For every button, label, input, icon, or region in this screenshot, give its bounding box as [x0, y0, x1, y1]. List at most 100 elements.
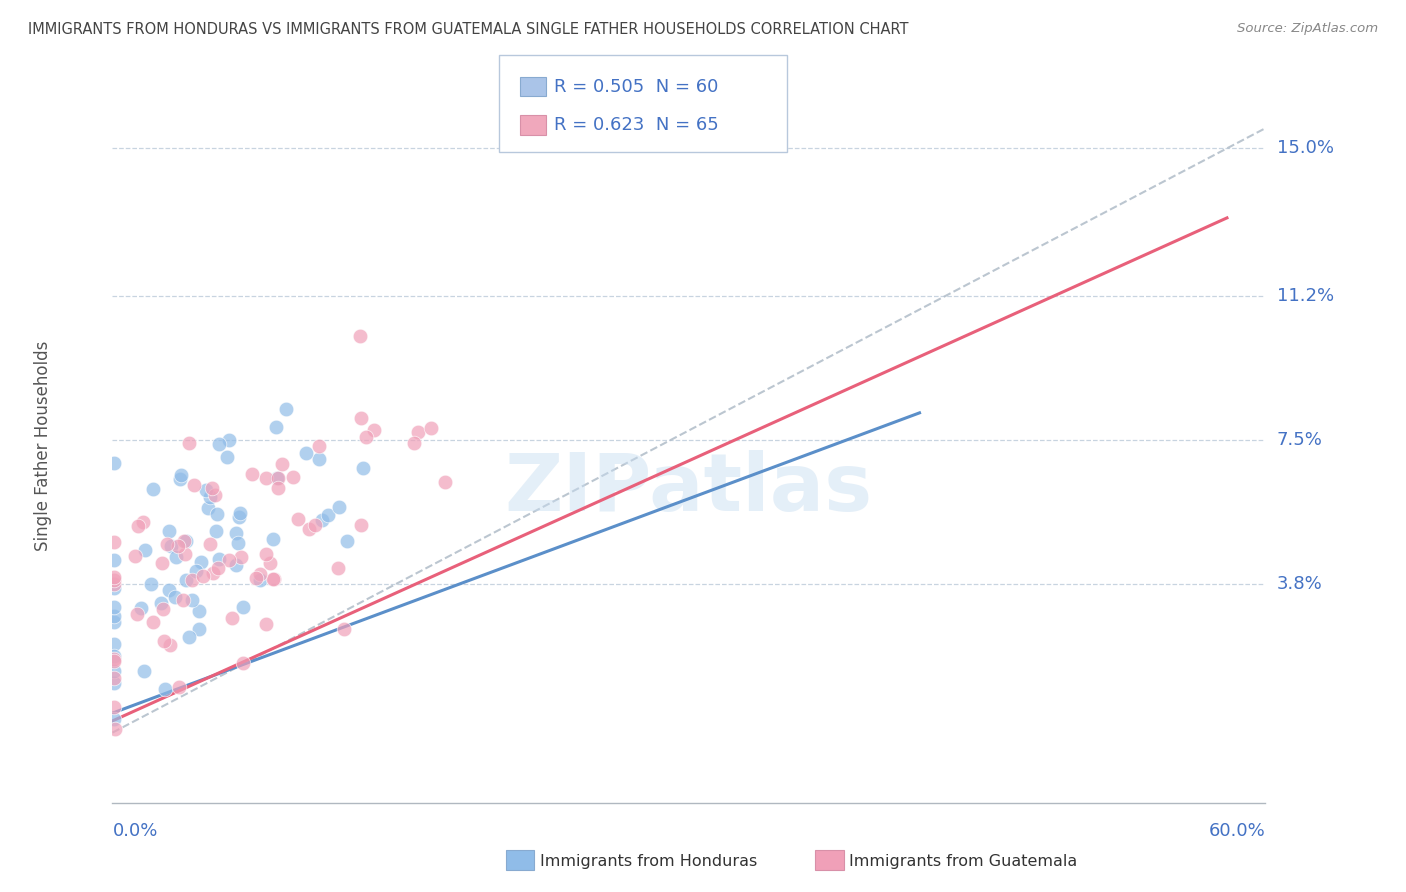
Point [127, 519, 149, 533]
Point [316, 508, 339, 523]
Point [103, 552, 125, 566]
Point [103, 570, 125, 584]
Point [274, 401, 297, 416]
Point [207, 561, 229, 575]
Text: 7.5%: 7.5% [1277, 431, 1323, 450]
Point [197, 501, 219, 516]
Point [103, 581, 125, 595]
Point [350, 411, 373, 425]
Point [132, 515, 155, 529]
Point [157, 524, 180, 539]
Point [259, 557, 281, 571]
Point [150, 557, 173, 571]
Point [103, 573, 125, 587]
Point [205, 524, 228, 538]
Point [200, 491, 222, 505]
Point [308, 452, 330, 467]
Point [149, 597, 172, 611]
Text: ZIPatlas: ZIPatlas [505, 450, 873, 528]
Point [103, 676, 125, 690]
Point [153, 634, 176, 648]
Point [132, 665, 155, 679]
Point [188, 604, 211, 618]
Point [159, 539, 181, 553]
Point [311, 512, 333, 526]
Point [349, 328, 371, 343]
Point [166, 540, 188, 554]
Point [165, 549, 187, 564]
Point [103, 456, 125, 470]
Point [174, 533, 197, 548]
Point [333, 622, 356, 636]
Point [103, 535, 125, 549]
Point [228, 510, 250, 524]
Point [245, 570, 267, 584]
Text: Source: ZipAtlas.com: Source: ZipAtlas.com [1237, 22, 1378, 36]
Point [141, 615, 163, 630]
Point [103, 671, 125, 685]
Point [231, 550, 253, 565]
Point [177, 436, 200, 450]
Point [181, 573, 204, 587]
Point [181, 592, 204, 607]
Text: Immigrants from Guatemala: Immigrants from Guatemala [849, 855, 1077, 869]
Point [201, 481, 224, 495]
Point [263, 572, 285, 586]
Point [172, 593, 194, 607]
Point [152, 601, 174, 615]
Point [131, 601, 153, 615]
Point [169, 472, 191, 486]
Point [254, 617, 277, 632]
Point [267, 482, 290, 496]
Text: IMMIGRANTS FROM HONDURAS VS IMMIGRANTS FROM GUATEMALA SINGLE FATHER HOUSEHOLDS C: IMMIGRANTS FROM HONDURAS VS IMMIGRANTS F… [28, 22, 908, 37]
Point [264, 420, 287, 434]
Point [156, 537, 179, 551]
Point [283, 470, 305, 484]
Point [139, 577, 162, 591]
Point [363, 423, 385, 437]
Point [207, 436, 229, 450]
Point [204, 488, 226, 502]
Point [103, 577, 125, 591]
Point [240, 467, 263, 481]
Point [103, 699, 125, 714]
Point [176, 574, 198, 588]
Point [226, 535, 249, 549]
Point [208, 552, 231, 566]
Point [287, 512, 309, 526]
Point [249, 567, 271, 582]
Text: R = 0.623  N = 65: R = 0.623 N = 65 [554, 116, 718, 134]
Point [103, 651, 125, 665]
Point [179, 630, 201, 644]
Point [294, 445, 316, 459]
Point [103, 615, 125, 629]
Point [187, 623, 209, 637]
Text: 15.0%: 15.0% [1277, 138, 1334, 157]
Point [298, 522, 321, 536]
Point [304, 518, 326, 533]
Point [352, 461, 374, 475]
Point [153, 682, 176, 697]
Point [163, 591, 186, 605]
Point [232, 600, 254, 615]
Point [262, 572, 284, 586]
Point [202, 566, 225, 580]
Point [254, 548, 277, 562]
Point [184, 564, 207, 578]
Point [191, 569, 214, 583]
Point [190, 555, 212, 569]
Point [402, 435, 425, 450]
Text: 0.0%: 0.0% [112, 822, 157, 840]
Point [124, 549, 146, 564]
Point [254, 471, 277, 485]
Point [225, 525, 247, 540]
Text: Immigrants from Honduras: Immigrants from Honduras [540, 855, 758, 869]
Point [221, 611, 243, 625]
Point [157, 582, 180, 597]
Text: 60.0%: 60.0% [1209, 822, 1265, 840]
Point [173, 547, 195, 561]
Point [420, 421, 443, 435]
Point [170, 467, 193, 482]
Point [207, 507, 229, 521]
Point [173, 534, 195, 549]
